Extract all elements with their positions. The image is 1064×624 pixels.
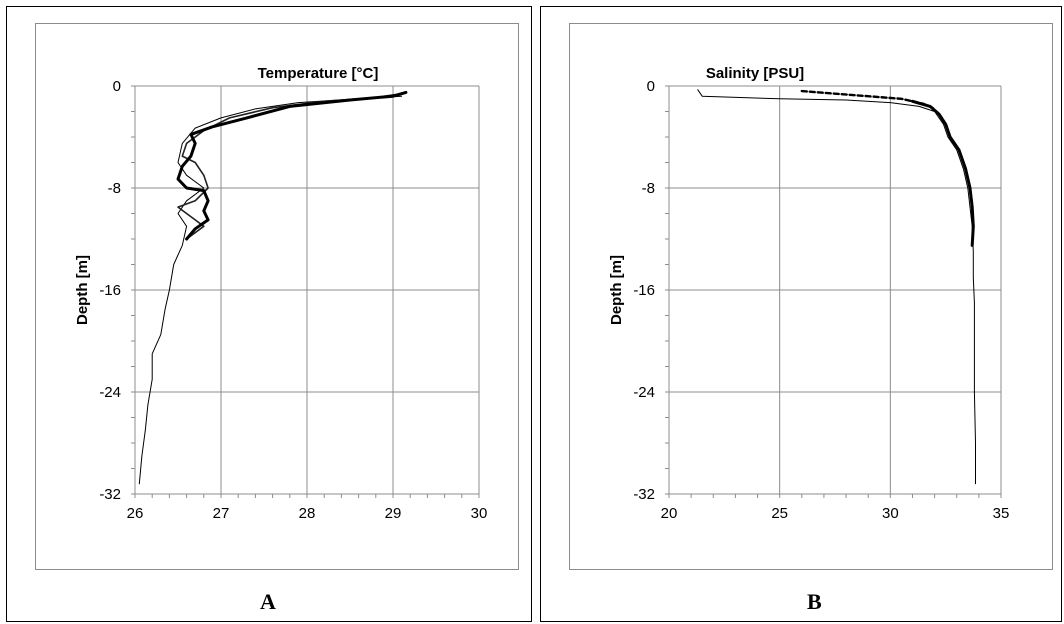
y-tick-label: 0	[647, 78, 655, 95]
panel-label-b: B	[807, 589, 822, 614]
x-tick-label: 30	[471, 505, 488, 522]
chart-title: Salinity [PSU]	[706, 65, 804, 82]
chart-title: Temperature [°C]	[258, 65, 379, 82]
series-line-thick	[176, 90, 408, 241]
panel-label-a: A	[260, 589, 276, 614]
y-tick-label: -16	[633, 282, 655, 299]
chart-frame-temperature	[35, 23, 519, 570]
y-tick-label: -16	[99, 282, 121, 299]
series-line-thick	[911, 99, 975, 247]
series-line-medium	[177, 92, 403, 240]
x-tick-label: 30	[882, 505, 899, 522]
salinity-chart: 0 -8 -16 -24 -32 20 25 30 35 Salinity [PSU] Depth …	[608, 65, 1010, 522]
panel-a: 0 -8 -16 -24 -32 26 27 28 29 30 Temperature [°C] De…	[6, 6, 532, 622]
x-tick-label: 25	[771, 505, 788, 522]
x-tick-label: 20	[661, 505, 678, 522]
x-tick-label: 27	[213, 505, 230, 522]
x-tick-label: 29	[385, 505, 402, 522]
x-tick-label: 35	[993, 505, 1010, 522]
y-tick-label: -24	[633, 384, 655, 401]
y-tick-label: -8	[108, 180, 121, 197]
temperature-chart: 0 -8 -16 -24 -32 26 27 28 29 30 Temperature [°C] De…	[74, 65, 488, 522]
y-tick-label: -24	[99, 384, 121, 401]
y-axis-label: Depth [m]	[74, 255, 91, 325]
chart-frame-salinity	[569, 23, 1053, 570]
y-tick-label: 0	[113, 78, 121, 95]
series-line-thin	[697, 89, 976, 485]
series-line-thin	[138, 95, 403, 485]
x-tick-label: 26	[127, 505, 144, 522]
y-tick-label: -32	[99, 486, 121, 503]
y-tick-label: -8	[642, 180, 655, 197]
y-axis-label: Depth [m]	[608, 255, 625, 325]
y-tick-label: -32	[633, 486, 655, 503]
x-tick-label: 28	[299, 505, 316, 522]
panel-b: 0 -8 -16 -24 -32 20 25 30 35 Salinity [PSU] Depth …	[540, 6, 1062, 622]
